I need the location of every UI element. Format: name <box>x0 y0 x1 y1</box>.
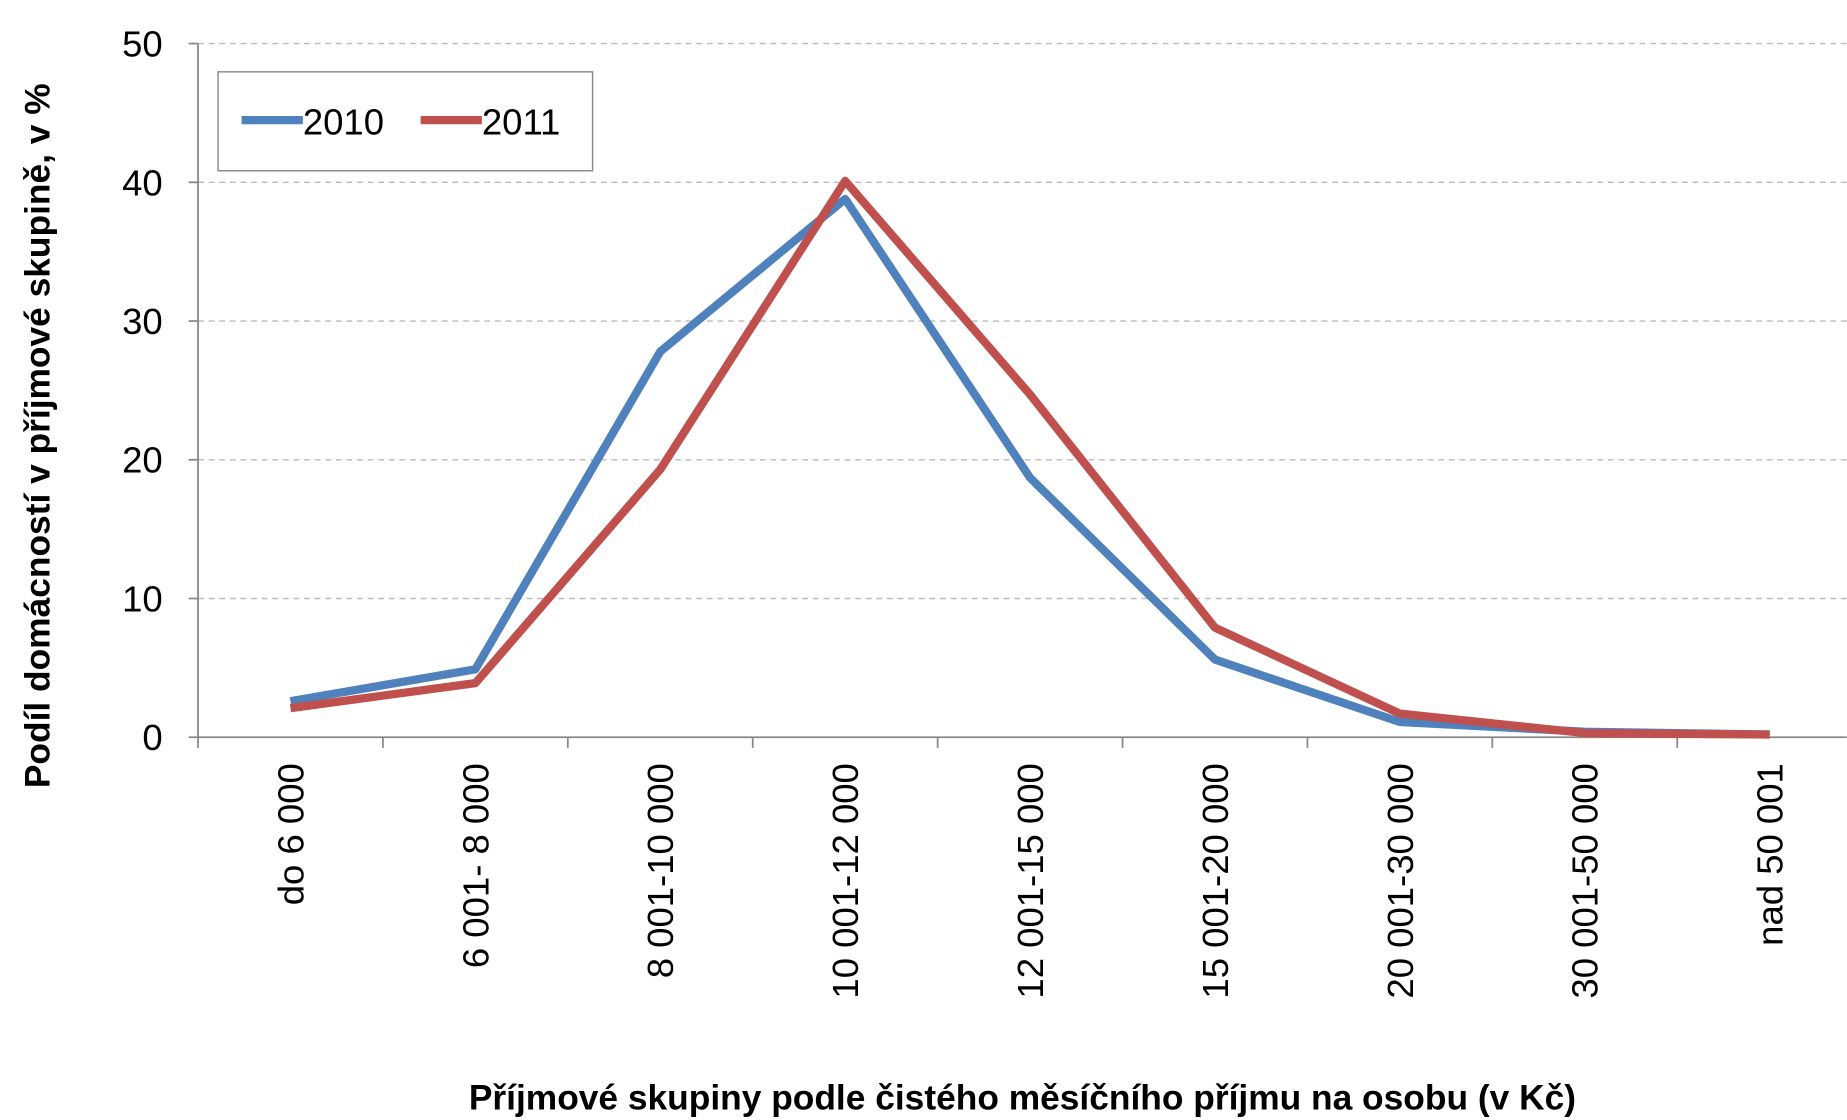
x-tick-label: 15 001-20 000 <box>1195 763 1236 998</box>
y-tick-label: 40 <box>122 162 163 203</box>
x-tick-label: 20 001-30 000 <box>1380 763 1421 998</box>
x-tick-label: 12 001-15 000 <box>1010 763 1051 998</box>
y-tick-label: 50 <box>122 24 163 65</box>
x-tick-label: do 6 000 <box>270 763 311 905</box>
x-tick-label: 6 001- 8 000 <box>455 763 496 968</box>
x-tick-label: 8 001-10 000 <box>640 763 681 978</box>
legend-label: 2011 <box>482 101 561 142</box>
y-tick-label: 30 <box>122 301 163 342</box>
x-axis-title: Příjmové skupiny podle čistého měsíčního… <box>469 1078 1576 1117</box>
x-tick-label: 30 001-50 000 <box>1565 763 1606 998</box>
y-tick-label: 0 <box>142 717 162 758</box>
y-tick-label: 20 <box>122 440 163 481</box>
legend-label: 2010 <box>303 101 384 142</box>
x-tick-label: nad 50 001 <box>1750 763 1791 946</box>
line-series <box>289 194 1770 739</box>
y-tick-label: 10 <box>122 578 163 619</box>
y-axis-title: Podíl domácností v příjmové skupině, v % <box>19 83 58 788</box>
line-series <box>289 176 1770 739</box>
x-tick-label: 10 001-12 000 <box>825 763 866 998</box>
